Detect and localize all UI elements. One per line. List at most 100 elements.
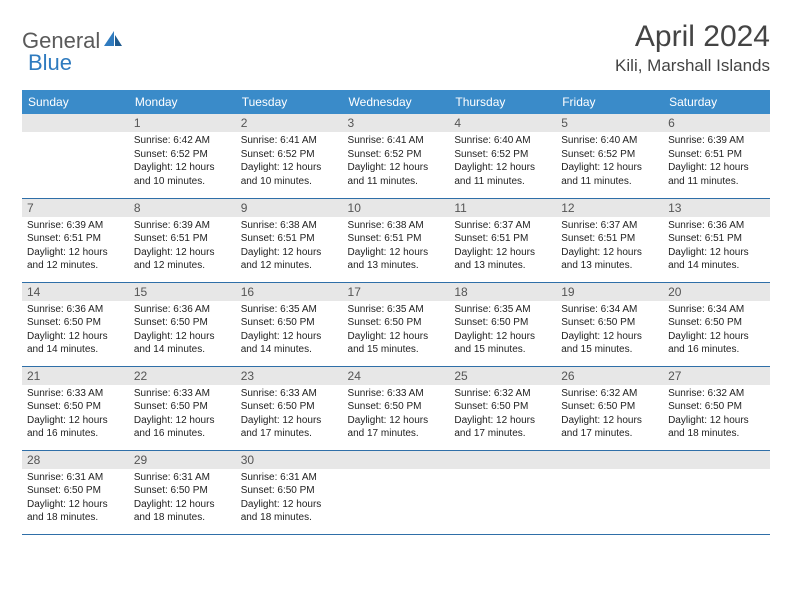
day-number: 12 [556,199,663,217]
day-cell: 25Sunrise: 6:32 AMSunset: 6:50 PMDayligh… [449,366,556,450]
day-number: 2 [236,114,343,132]
calendar-page: General April 2024 Kili, Marshall Island… [0,0,792,535]
day-cell [663,450,770,534]
sunrise-text: Sunrise: 6:32 AM [454,387,551,401]
day-number: 24 [343,367,450,385]
daylight-text: Daylight: 12 hours and 12 minutes. [27,246,124,273]
daylight-text: Daylight: 12 hours and 14 minutes. [134,330,231,357]
daylight-text: Daylight: 12 hours and 15 minutes. [561,330,658,357]
day-details: Sunrise: 6:32 AMSunset: 6:50 PMDaylight:… [556,385,663,444]
sunrise-text: Sunrise: 6:32 AM [561,387,658,401]
daylight-text: Daylight: 12 hours and 17 minutes. [561,414,658,441]
day-details: Sunrise: 6:32 AMSunset: 6:50 PMDaylight:… [663,385,770,444]
day-cell: 23Sunrise: 6:33 AMSunset: 6:50 PMDayligh… [236,366,343,450]
day-number: 7 [22,199,129,217]
day-cell: 3Sunrise: 6:41 AMSunset: 6:52 PMDaylight… [343,114,450,198]
sunrise-text: Sunrise: 6:42 AM [134,134,231,148]
sunset-text: Sunset: 6:50 PM [241,484,338,498]
day-details: Sunrise: 6:35 AMSunset: 6:50 PMDaylight:… [343,301,450,360]
day-cell: 6Sunrise: 6:39 AMSunset: 6:51 PMDaylight… [663,114,770,198]
sunset-text: Sunset: 6:51 PM [241,232,338,246]
day-details: Sunrise: 6:34 AMSunset: 6:50 PMDaylight:… [556,301,663,360]
logo-sail-icon [102,29,124,54]
day-details: Sunrise: 6:34 AMSunset: 6:50 PMDaylight:… [663,301,770,360]
day-number: 15 [129,283,236,301]
sunset-text: Sunset: 6:51 PM [27,232,124,246]
calendar-table: Sunday Monday Tuesday Wednesday Thursday… [22,90,770,534]
day-cell: 1Sunrise: 6:42 AMSunset: 6:52 PMDaylight… [129,114,236,198]
sunset-text: Sunset: 6:52 PM [241,148,338,162]
day-cell: 28Sunrise: 6:31 AMSunset: 6:50 PMDayligh… [22,450,129,534]
day-number: 21 [22,367,129,385]
day-number [556,451,663,469]
daylight-text: Daylight: 12 hours and 15 minutes. [348,330,445,357]
day-number: 10 [343,199,450,217]
day-cell: 13Sunrise: 6:36 AMSunset: 6:51 PMDayligh… [663,198,770,282]
sunset-text: Sunset: 6:51 PM [454,232,551,246]
sunset-text: Sunset: 6:50 PM [134,484,231,498]
day-number: 14 [22,283,129,301]
daylight-text: Daylight: 12 hours and 11 minutes. [561,161,658,188]
day-cell [449,450,556,534]
page-header: General April 2024 Kili, Marshall Island… [22,20,770,76]
sunset-text: Sunset: 6:50 PM [27,484,124,498]
day-cell: 22Sunrise: 6:33 AMSunset: 6:50 PMDayligh… [129,366,236,450]
sunset-text: Sunset: 6:52 PM [454,148,551,162]
sunset-text: Sunset: 6:50 PM [27,400,124,414]
day-number [22,114,129,132]
sunrise-text: Sunrise: 6:34 AM [561,303,658,317]
sunrise-text: Sunrise: 6:37 AM [454,219,551,233]
title-block: April 2024 Kili, Marshall Islands [615,20,770,76]
day-header-sat: Saturday [663,90,770,114]
daylight-text: Daylight: 12 hours and 11 minutes. [668,161,765,188]
day-details: Sunrise: 6:42 AMSunset: 6:52 PMDaylight:… [129,132,236,191]
daylight-text: Daylight: 12 hours and 13 minutes. [561,246,658,273]
sunrise-text: Sunrise: 6:33 AM [27,387,124,401]
sunrise-text: Sunrise: 6:34 AM [668,303,765,317]
daylight-text: Daylight: 12 hours and 18 minutes. [27,498,124,525]
day-cell [556,450,663,534]
day-number: 6 [663,114,770,132]
day-details: Sunrise: 6:38 AMSunset: 6:51 PMDaylight:… [343,217,450,276]
sunset-text: Sunset: 6:50 PM [454,400,551,414]
daylight-text: Daylight: 12 hours and 10 minutes. [134,161,231,188]
week-row: 7Sunrise: 6:39 AMSunset: 6:51 PMDaylight… [22,198,770,282]
day-number: 13 [663,199,770,217]
day-header-wed: Wednesday [343,90,450,114]
day-cell [343,450,450,534]
sunrise-text: Sunrise: 6:36 AM [27,303,124,317]
sunset-text: Sunset: 6:50 PM [348,316,445,330]
day-number: 5 [556,114,663,132]
sunrise-text: Sunrise: 6:38 AM [348,219,445,233]
daylight-text: Daylight: 12 hours and 14 minutes. [668,246,765,273]
sunset-text: Sunset: 6:51 PM [561,232,658,246]
day-details: Sunrise: 6:35 AMSunset: 6:50 PMDaylight:… [449,301,556,360]
day-cell: 10Sunrise: 6:38 AMSunset: 6:51 PMDayligh… [343,198,450,282]
sunrise-text: Sunrise: 6:35 AM [348,303,445,317]
day-number: 19 [556,283,663,301]
day-number: 20 [663,283,770,301]
sunrise-text: Sunrise: 6:33 AM [348,387,445,401]
day-cell: 15Sunrise: 6:36 AMSunset: 6:50 PMDayligh… [129,282,236,366]
sunset-text: Sunset: 6:50 PM [454,316,551,330]
day-details: Sunrise: 6:31 AMSunset: 6:50 PMDaylight:… [22,469,129,528]
day-number: 1 [129,114,236,132]
daylight-text: Daylight: 12 hours and 17 minutes. [348,414,445,441]
day-cell: 2Sunrise: 6:41 AMSunset: 6:52 PMDaylight… [236,114,343,198]
daylight-text: Daylight: 12 hours and 11 minutes. [454,161,551,188]
sunset-text: Sunset: 6:52 PM [134,148,231,162]
daylight-text: Daylight: 12 hours and 11 minutes. [348,161,445,188]
day-cell: 14Sunrise: 6:36 AMSunset: 6:50 PMDayligh… [22,282,129,366]
sunrise-text: Sunrise: 6:35 AM [454,303,551,317]
day-cell: 29Sunrise: 6:31 AMSunset: 6:50 PMDayligh… [129,450,236,534]
day-cell: 17Sunrise: 6:35 AMSunset: 6:50 PMDayligh… [343,282,450,366]
day-header-row: Sunday Monday Tuesday Wednesday Thursday… [22,90,770,114]
day-cell: 16Sunrise: 6:35 AMSunset: 6:50 PMDayligh… [236,282,343,366]
sunrise-text: Sunrise: 6:41 AM [348,134,445,148]
day-number: 3 [343,114,450,132]
day-details: Sunrise: 6:33 AMSunset: 6:50 PMDaylight:… [22,385,129,444]
day-details: Sunrise: 6:32 AMSunset: 6:50 PMDaylight:… [449,385,556,444]
sunrise-text: Sunrise: 6:39 AM [27,219,124,233]
day-number: 26 [556,367,663,385]
day-cell: 18Sunrise: 6:35 AMSunset: 6:50 PMDayligh… [449,282,556,366]
